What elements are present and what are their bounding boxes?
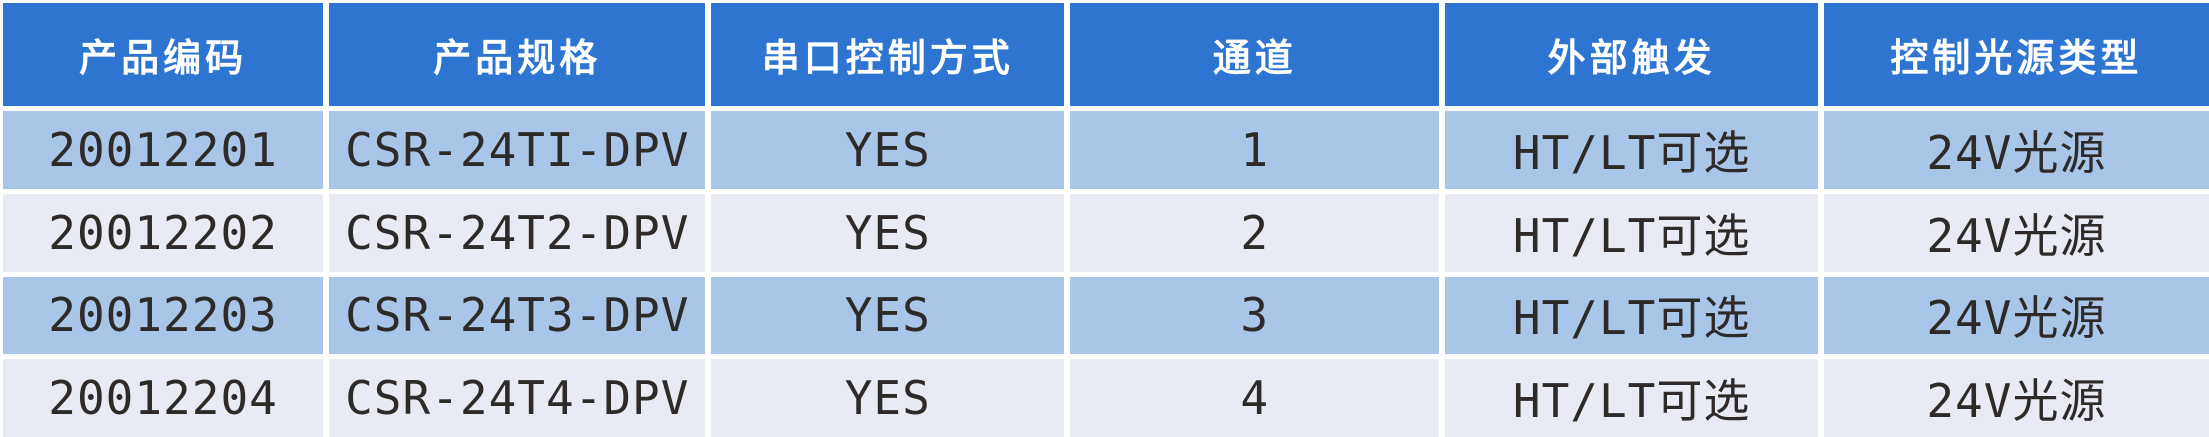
table-cell: CSR-24T3-DPV <box>329 276 706 355</box>
table-cell: 24V光源 <box>1823 193 2209 272</box>
header-cell: 产品编码 <box>3 3 324 106</box>
table-cell: YES <box>711 111 1065 189</box>
table-cell: HT/LT可选 <box>1445 111 1818 189</box>
table-cell: HT/LT可选 <box>1445 276 1818 355</box>
table-cell: HT/LT可选 <box>1445 359 1818 437</box>
table-cell: 24V光源 <box>1823 276 2209 355</box>
table-cell: 4 <box>1070 359 1440 437</box>
table-cell: 3 <box>1070 276 1440 355</box>
table-cell: CSR-24T4-DPV <box>329 359 706 437</box>
table-cell: YES <box>711 276 1065 355</box>
table-cell: 1 <box>1070 111 1440 189</box>
table-cell: YES <box>711 359 1065 437</box>
header-cell: 控制光源类型 <box>1823 3 2209 106</box>
table-cell: 24V光源 <box>1823 111 2209 189</box>
table-cell: 20012203 <box>3 276 324 355</box>
header-cell: 串口控制方式 <box>711 3 1065 106</box>
header-cell: 产品规格 <box>329 3 706 106</box>
table-cell: YES <box>711 193 1065 272</box>
table-cell: 20012202 <box>3 193 324 272</box>
table-cell: CSR-24T2-DPV <box>329 193 706 272</box>
table-cell: 24V光源 <box>1823 359 2209 437</box>
header-cell: 外部触发 <box>1445 3 1818 106</box>
header-cell: 通道 <box>1070 3 1440 106</box>
table-cell: CSR-24TI-DPV <box>329 111 706 189</box>
table-cell: 20012204 <box>3 359 324 437</box>
table-cell: 20012201 <box>3 111 324 189</box>
table-cell: 2 <box>1070 193 1440 272</box>
table-cell: HT/LT可选 <box>1445 193 1818 272</box>
